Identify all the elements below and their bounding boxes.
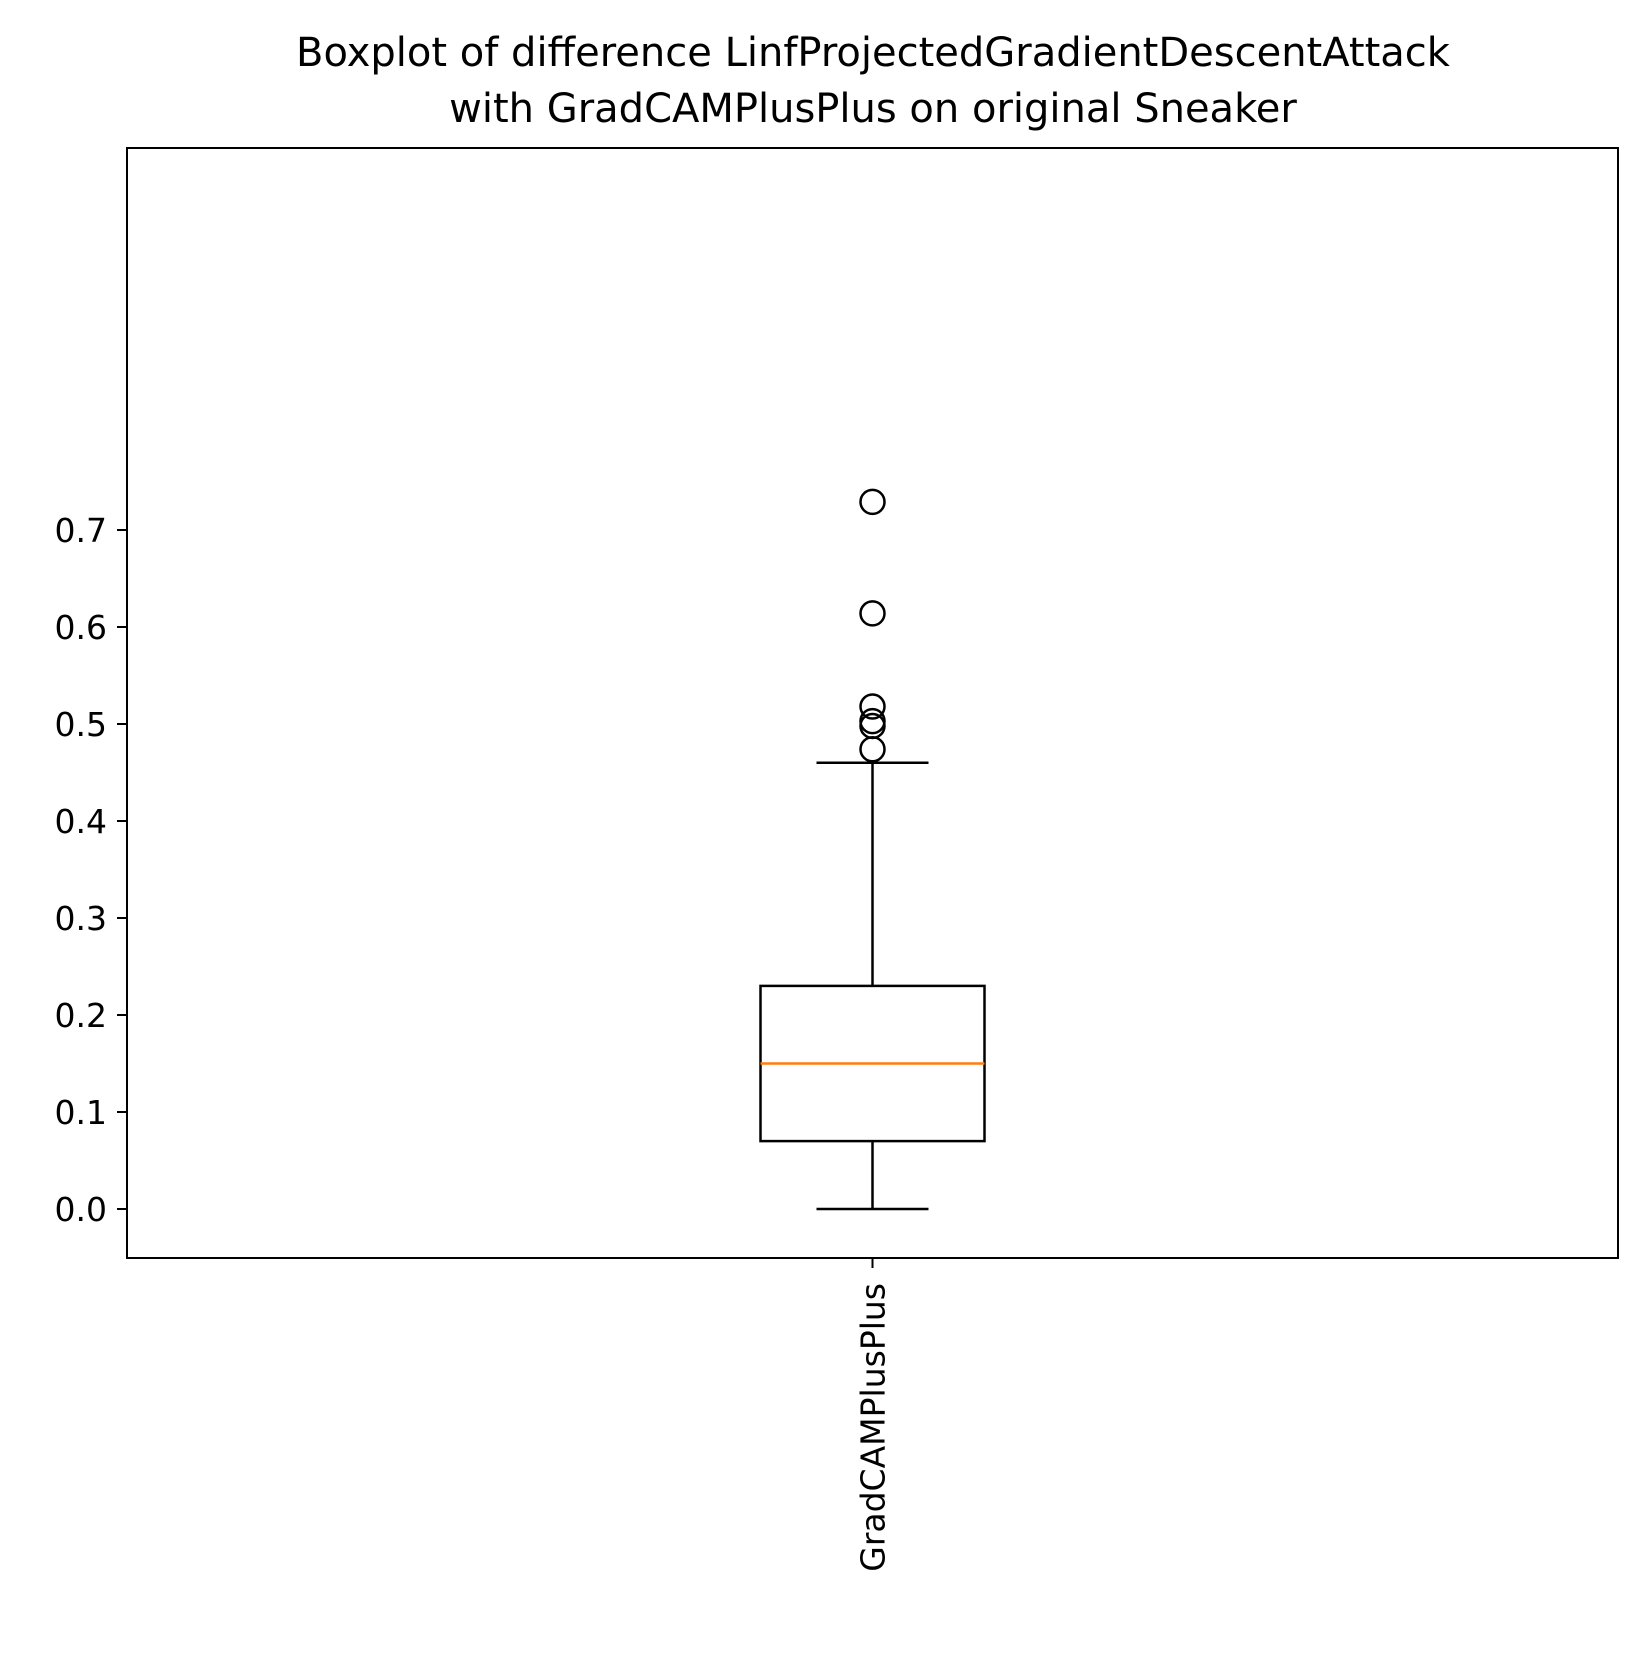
outlier-point <box>859 693 886 720</box>
y-tick-label: 0.4 <box>55 802 107 841</box>
chart-title-line-2: with GradCAMPlusPlus on original Sneaker <box>449 86 1297 132</box>
y-tick-label: 0.5 <box>55 705 107 744</box>
outlier-point <box>859 735 886 763</box>
y-tick-label: 0.1 <box>55 1093 107 1132</box>
y-tick-label: 0.2 <box>55 996 107 1035</box>
outlier-point <box>859 707 886 735</box>
y-tick-label: 0.0 <box>55 1190 107 1229</box>
outlier-point <box>859 488 886 516</box>
plot-area: 0.0 0.1 0.2 0.3 0.4 0.5 0.6 0.7 GradCAMPlusPlus <box>55 488 986 1572</box>
y-tick-label: 0.3 <box>55 899 107 938</box>
outlier-point <box>859 600 886 627</box>
chart-title-line-1: Boxplot of difference LinfProjectedGradi… <box>296 30 1451 76</box>
y-tick-label: 0.6 <box>55 608 107 647</box>
x-tick-label: GradCAMPlusPlus <box>854 1283 893 1572</box>
y-tick-label: 0.7 <box>55 511 107 550</box>
axes-frame <box>126 147 1619 1259</box>
